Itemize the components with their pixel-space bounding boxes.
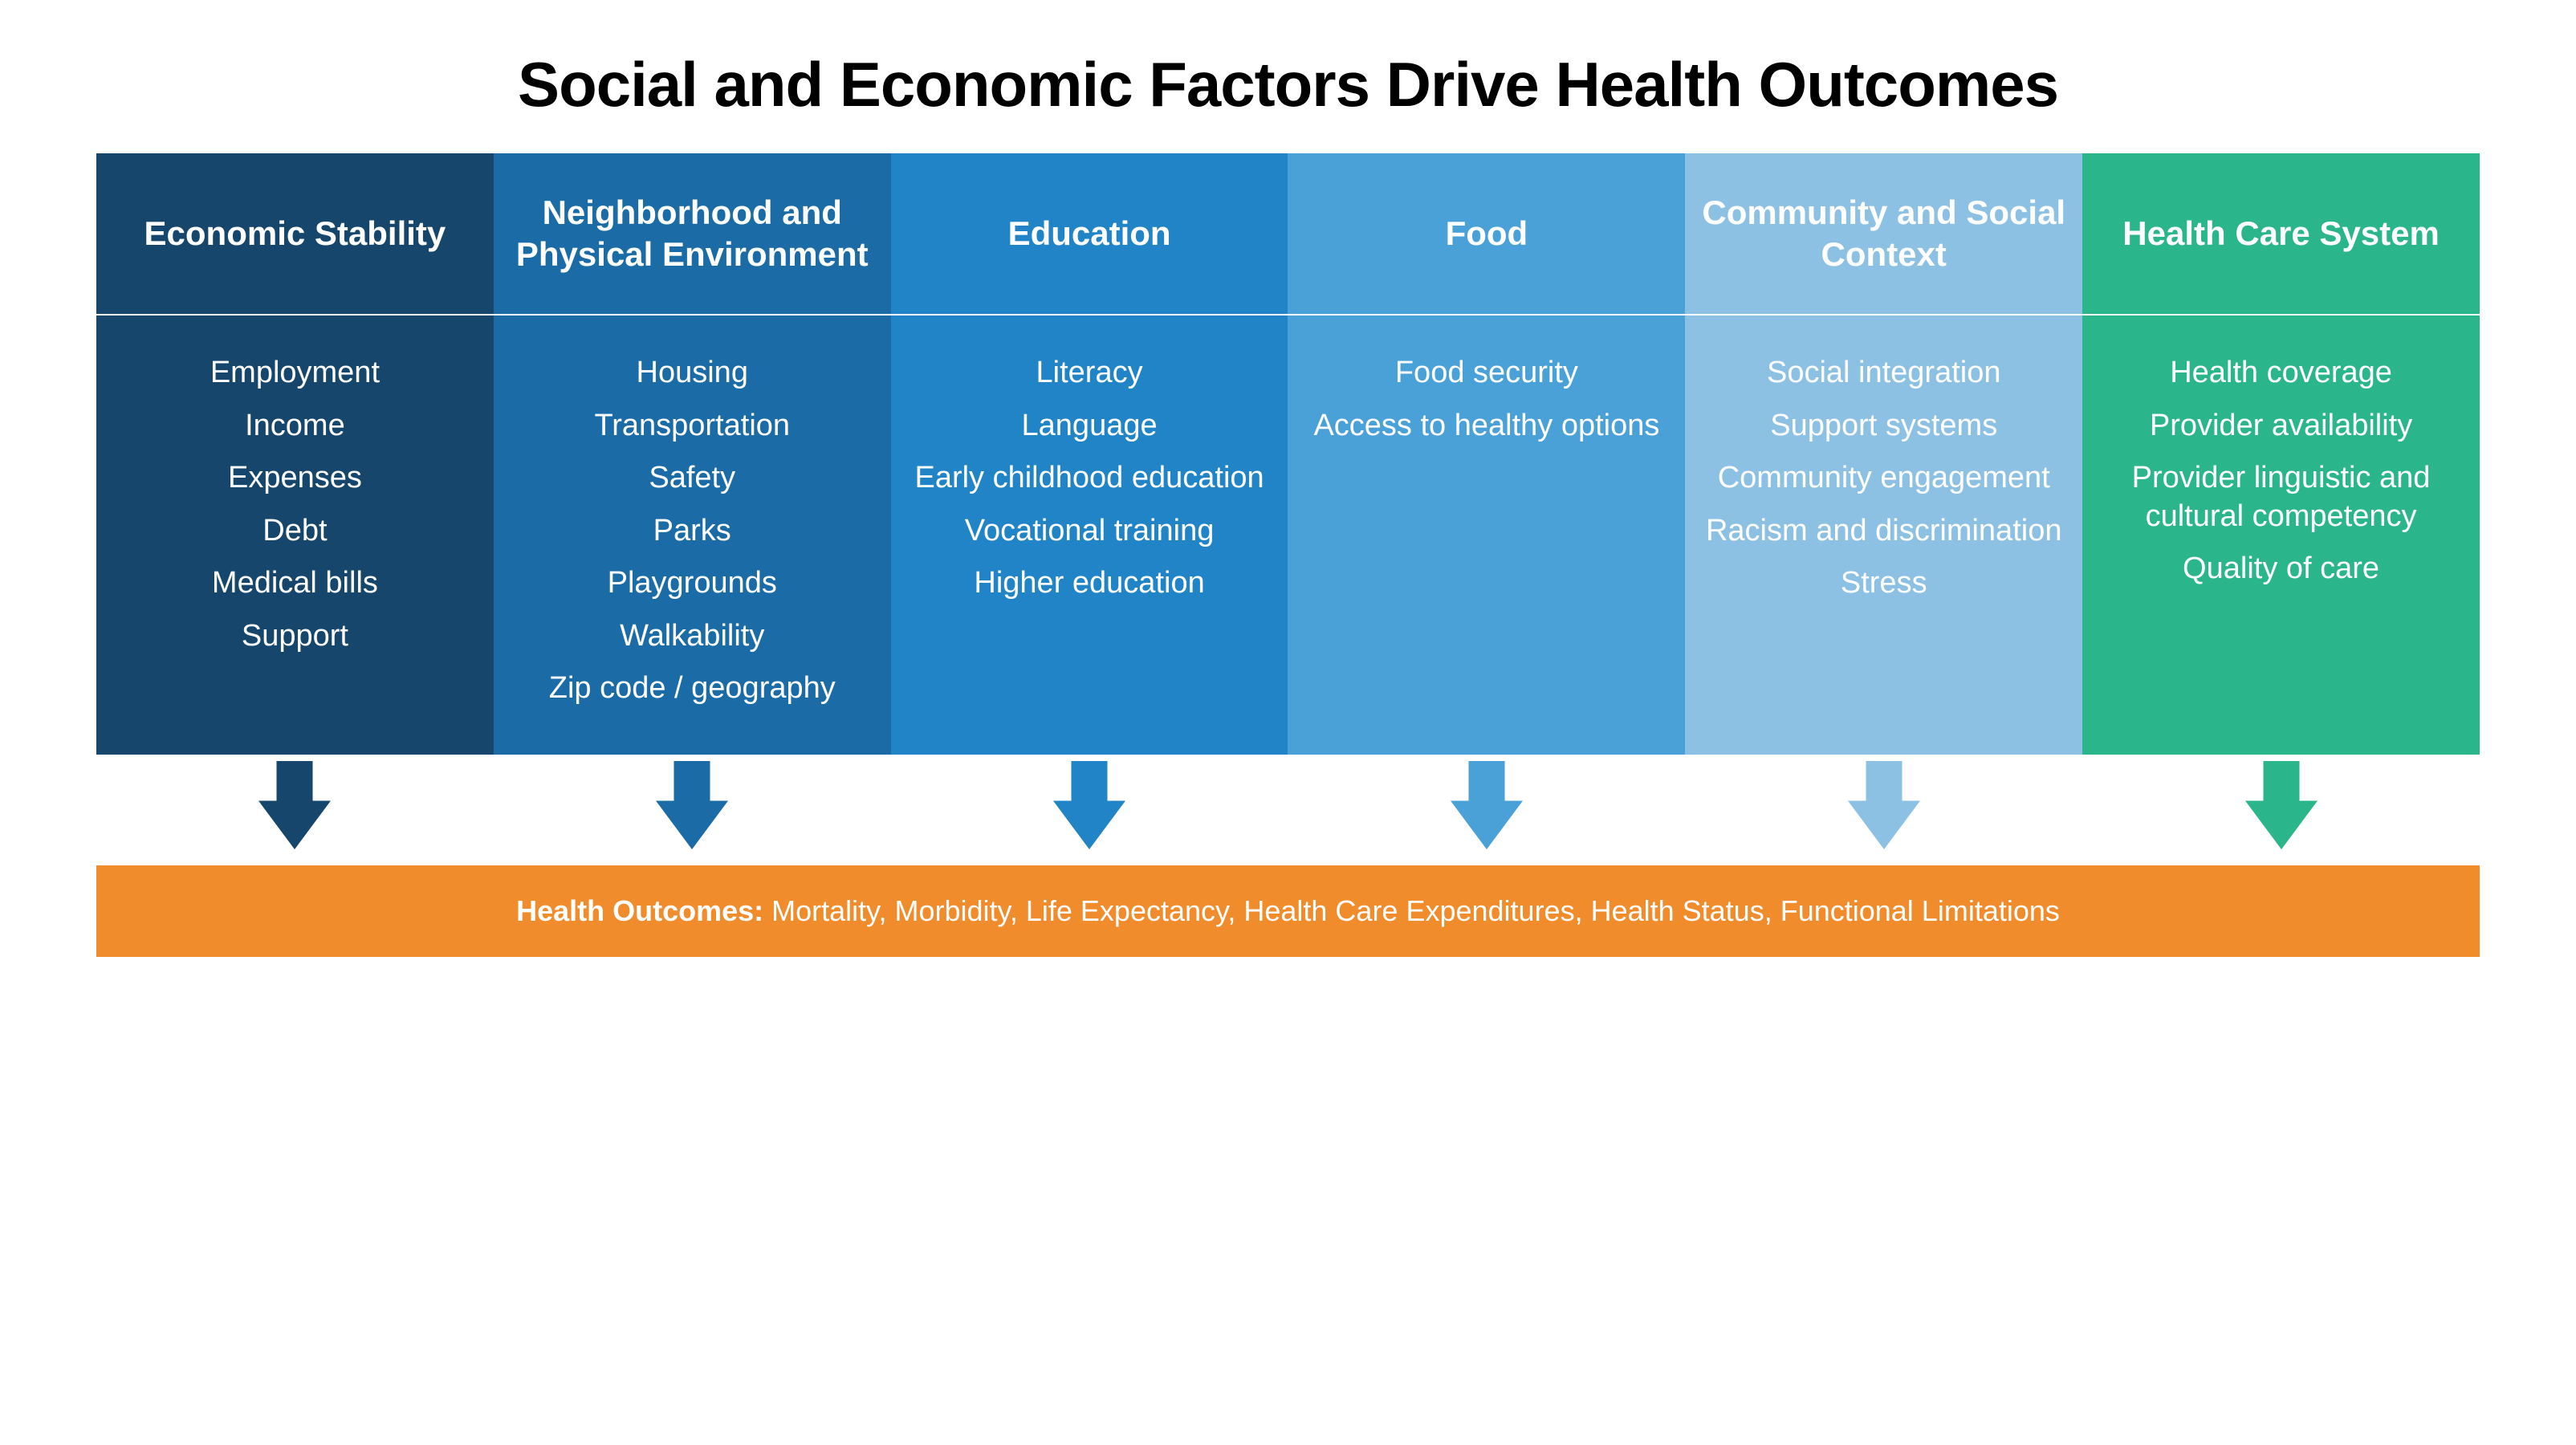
column-item: Vocational training [907,512,1272,551]
column-item: Early childhood education [907,459,1272,498]
down-arrow-icon [258,761,331,849]
down-arrow-icon [1848,761,1920,849]
column-item: Access to healthy options [1304,407,1669,446]
factor-columns: Economic Stability Employment Income Expens… [96,153,2480,755]
outcomes-label: Health Outcomes: [516,894,771,927]
column-header: Health Care System [2082,153,2480,314]
column-header: Economic Stability [96,153,494,314]
column-item: Transportation [510,407,875,446]
arrow-cell [891,761,1288,849]
column-item: Food security [1304,354,1669,393]
column-body: Housing Transportation Safety Parks Playgrou… [494,314,891,755]
column-item: Provider availability [2098,407,2464,446]
column-item: Playgrounds [510,564,875,603]
column-item: Provider linguistic and cultural compete… [2098,459,2464,535]
column-item: Social integration [1701,354,2066,393]
column-item: Support [112,617,478,656]
column-item: Stress [1701,564,2066,603]
column-item: Debt [112,512,478,551]
column-item: Employment [112,354,478,393]
factor-column: Community and Social ContextSocial integ… [1685,153,2082,755]
column-header: Neighborhood and Physical Environment [494,153,891,314]
factor-column: Education Literacy Language Early childhood… [891,153,1288,755]
column-header: Education [891,153,1288,314]
arrow-cell [2082,761,2480,849]
column-item: Community engagement [1701,459,2066,498]
down-arrow-icon [2245,761,2318,849]
outcomes-text: Mortality, Morbidity, Life Expectancy, H… [771,894,2060,927]
column-item: Housing [510,354,875,393]
column-body: Social integration Support systems Communi… [1685,314,2082,755]
page-title: Social and Economic Factors Drive Health… [96,48,2480,121]
column-body: Health coverage Provider availability Prov… [2082,314,2480,755]
column-item: Parks [510,512,875,551]
down-arrow-icon [1451,761,1523,849]
column-header: Community and Social Context [1685,153,2082,314]
column-item: Language [907,407,1272,446]
arrow-cell [96,761,494,849]
down-arrow-icon [656,761,728,849]
arrow-cell [1685,761,2082,849]
factor-column: Health Care System Health coverage Provide… [2082,153,2480,755]
factor-column: Economic Stability Employment Income Expens… [96,153,494,755]
column-item: Quality of care [2098,550,2464,588]
factor-column: Neighborhood and Physical EnvironmentHou… [494,153,891,755]
arrow-row [96,761,2480,849]
column-item: Medical bills [112,564,478,603]
column-item: Racism and discrimination [1701,512,2066,551]
column-item: Safety [510,459,875,498]
arrow-cell [494,761,891,849]
column-body: Employment Income Expenses Debt Medical bill… [96,314,494,755]
column-item: Health coverage [2098,354,2464,393]
health-outcomes-bar: Health Outcomes: Mortality, Morbidity, L… [96,865,2480,958]
column-item: Zip code / geography [510,670,875,708]
column-item: Expenses [112,459,478,498]
factor-column: Food Food security Access to healthy optio… [1288,153,1685,755]
column-item: Literacy [907,354,1272,393]
column-item: Income [112,407,478,446]
column-body: Food security Access to healthy options [1288,314,1685,755]
arrow-cell [1288,761,1685,849]
column-item: Higher education [907,564,1272,603]
column-body: Literacy Language Early childhood educatio… [891,314,1288,755]
column-item: Support systems [1701,407,2066,446]
down-arrow-icon [1053,761,1125,849]
column-header: Food [1288,153,1685,314]
column-item: Walkability [510,617,875,656]
